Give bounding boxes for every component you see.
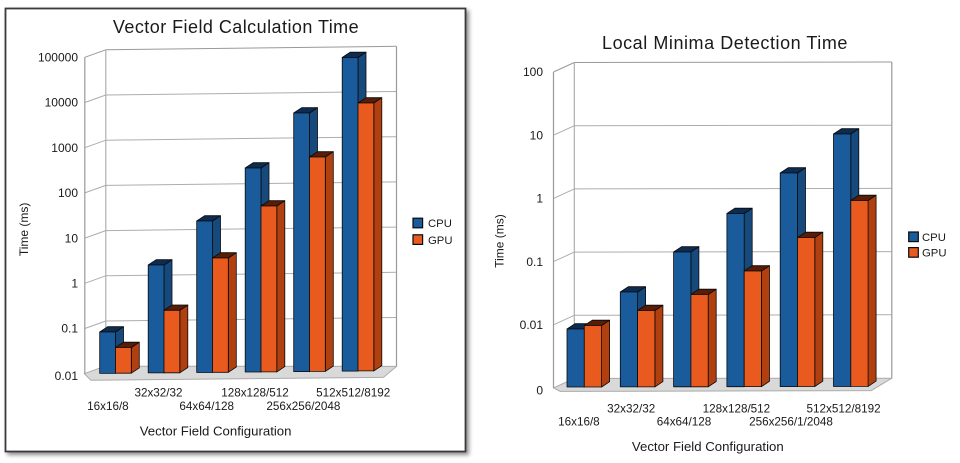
svg-text:32x32/32: 32x32/32 [134, 387, 182, 400]
svg-text:0: 0 [536, 383, 543, 397]
svg-text:0.1: 0.1 [526, 255, 543, 269]
svg-text:32x32/32: 32x32/32 [607, 402, 655, 415]
svg-text:512x512/8192: 512x512/8192 [316, 387, 390, 400]
svg-text:10: 10 [65, 231, 79, 245]
svg-text:Time (ms): Time (ms) [17, 203, 31, 257]
svg-text:10: 10 [530, 128, 544, 142]
svg-text:CPU: CPU [428, 218, 452, 230]
svg-text:100000: 100000 [38, 51, 78, 65]
svg-text:Vector Field Calculation Time: Vector Field Calculation Time [113, 17, 359, 37]
svg-text:64x64/128: 64x64/128 [657, 416, 712, 429]
svg-text:100: 100 [58, 186, 78, 200]
svg-text:0.01: 0.01 [55, 369, 79, 383]
svg-text:GPU: GPU [922, 248, 946, 260]
svg-text:Time (ms): Time (ms) [493, 214, 507, 268]
svg-text:1: 1 [71, 277, 78, 291]
svg-text:256x256/1/2048: 256x256/1/2048 [749, 416, 833, 429]
svg-text:16x16/8: 16x16/8 [87, 400, 129, 413]
svg-text:0.1: 0.1 [61, 322, 78, 336]
svg-text:128x128/512: 128x128/512 [703, 402, 771, 415]
svg-text:16x16/8: 16x16/8 [558, 416, 600, 429]
svg-text:256x256/2048: 256x256/2048 [266, 400, 340, 413]
svg-text:512x512/8192: 512x512/8192 [807, 402, 881, 415]
svg-text:CPU: CPU [922, 232, 946, 244]
svg-text:1: 1 [536, 192, 543, 206]
svg-text:Vector Field Configuration: Vector Field Configuration [140, 424, 292, 439]
svg-text:10000: 10000 [45, 96, 79, 110]
svg-text:100: 100 [523, 65, 543, 79]
svg-text:Local Minima Detection Time: Local Minima Detection Time [602, 33, 848, 53]
svg-text:1000: 1000 [51, 141, 78, 155]
svg-text:64x64/128: 64x64/128 [179, 400, 234, 413]
svg-text:0.01: 0.01 [520, 318, 544, 332]
svg-text:128x128/512: 128x128/512 [221, 387, 289, 400]
svg-text:Vector Field Configuration: Vector Field Configuration [632, 439, 784, 454]
svg-text:GPU: GPU [428, 235, 452, 247]
